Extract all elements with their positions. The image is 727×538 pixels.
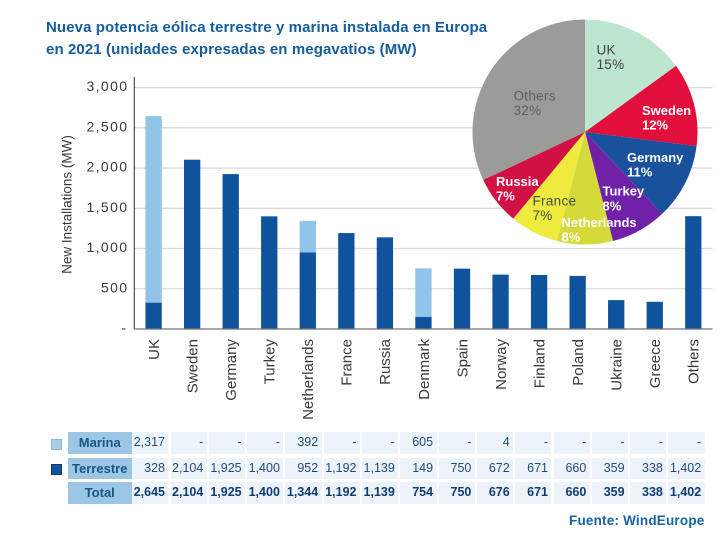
svg-text:Germany: Germany — [223, 339, 240, 401]
svg-text:Germany: Germany — [627, 150, 684, 165]
svg-text:Denmark: Denmark — [416, 339, 433, 400]
svg-text:Turkey: Turkey — [603, 184, 645, 199]
svg-text:2,500: 2,500 — [86, 118, 128, 134]
svg-text:500: 500 — [101, 279, 129, 295]
svg-text:8%: 8% — [603, 198, 622, 213]
svg-text:Sweden: Sweden — [184, 339, 201, 393]
svg-text:New Installations (MW): New Installations (MW) — [60, 135, 75, 274]
svg-text:11%: 11% — [627, 165, 653, 180]
svg-text:France: France — [339, 339, 356, 386]
svg-text:Finland: Finland — [531, 339, 548, 388]
svg-text:7%: 7% — [496, 189, 515, 204]
svg-text:Netherlands: Netherlands — [300, 339, 317, 420]
svg-text:Turkey: Turkey — [262, 339, 279, 385]
svg-text:France: France — [533, 193, 577, 208]
svg-text:Others: Others — [686, 339, 703, 384]
svg-text:Russia: Russia — [496, 174, 539, 189]
svg-text:-: - — [121, 320, 126, 336]
svg-text:1,000: 1,000 — [86, 239, 128, 255]
svg-text:Others: Others — [514, 88, 556, 103]
svg-text:7%: 7% — [533, 208, 553, 223]
svg-text:15%: 15% — [597, 57, 625, 72]
svg-text:2,000: 2,000 — [86, 159, 128, 175]
svg-text:12%: 12% — [642, 118, 668, 133]
svg-text:Sweden: Sweden — [642, 103, 691, 118]
svg-text:Greece: Greece — [647, 339, 664, 388]
svg-text:Netherlands: Netherlands — [562, 215, 637, 230]
svg-text:Norway: Norway — [493, 339, 510, 390]
svg-text:Russia: Russia — [377, 338, 394, 385]
svg-text:Ukraine: Ukraine — [609, 339, 626, 391]
svg-text:1,500: 1,500 — [86, 199, 128, 215]
svg-text:UK: UK — [597, 42, 616, 57]
svg-text:8%: 8% — [562, 230, 581, 245]
svg-text:32%: 32% — [514, 103, 542, 118]
svg-text:Spain: Spain — [454, 339, 471, 377]
svg-text:3,000: 3,000 — [86, 78, 128, 94]
svg-text:UK: UK — [146, 339, 163, 360]
svg-text:Poland: Poland — [570, 339, 587, 386]
